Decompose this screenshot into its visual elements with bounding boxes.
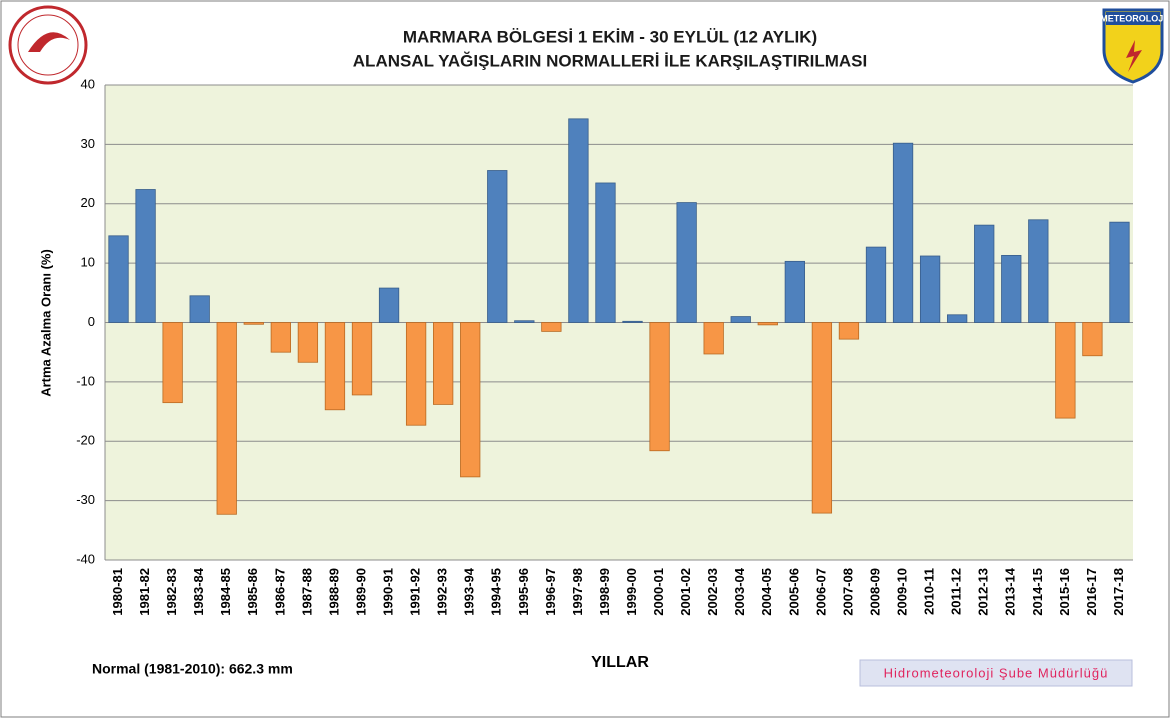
- x-tick-label: 2000-01: [651, 568, 666, 616]
- logo-left: [10, 7, 86, 83]
- x-tick-label: 1987-88: [299, 568, 314, 616]
- x-tick-label: 2009-10: [894, 568, 909, 616]
- x-tick-label: 2017-18: [1111, 568, 1126, 616]
- y-tick-label: 10: [81, 255, 95, 270]
- x-tick-label: 1996-97: [543, 568, 558, 616]
- bar: [1083, 323, 1102, 356]
- x-tick-label: 2005-06: [786, 568, 801, 616]
- bar: [163, 323, 182, 403]
- bar: [1029, 220, 1048, 323]
- x-tick-label: 2012-13: [976, 568, 991, 616]
- bar: [596, 183, 615, 323]
- y-tick-label: 40: [81, 76, 95, 91]
- bar: [433, 323, 452, 405]
- y-tick-label: 0: [88, 314, 95, 329]
- bar: [298, 323, 317, 363]
- chart-title: MARMARA BÖLGESİ 1 EKİM - 30 EYLÜL (12 AY…: [403, 27, 817, 46]
- x-tick-label: 1992-93: [435, 568, 450, 616]
- x-tick-label: 1990-91: [380, 568, 395, 616]
- bar: [460, 323, 479, 477]
- footer: Hidrometeoroloji Şube Müdürlüğü: [884, 665, 1109, 680]
- note: Normal (1981-2010): 662.3 mm: [92, 661, 293, 677]
- y-tick-label: -30: [76, 492, 95, 507]
- bar: [515, 321, 534, 323]
- x-tick-label: 2014-15: [1030, 568, 1045, 616]
- x-tick-label: 2013-14: [1003, 567, 1018, 615]
- x-tick-label: 1986-87: [272, 568, 287, 616]
- x-tick-label: 2002-03: [705, 568, 720, 616]
- bar: [569, 119, 588, 323]
- x-tick-label: 1997-98: [570, 568, 585, 616]
- bar: [866, 247, 885, 322]
- chart: METEOROLOJİ MARMARA BÖLGESİ 1 EKİM - 30 …: [0, 0, 1170, 718]
- logo-text: METEOROLOJİ: [1100, 13, 1166, 23]
- y-tick-label: 20: [81, 195, 95, 210]
- x-tick-label: 2001-02: [678, 568, 693, 616]
- bar: [379, 288, 398, 322]
- y-tick-label: -40: [76, 551, 95, 566]
- y-tick-label: -10: [76, 373, 95, 388]
- bar: [704, 323, 723, 354]
- y-tick-label: 30: [81, 136, 95, 151]
- bar: [839, 323, 858, 340]
- x-tick-label: 1989-90: [353, 568, 368, 616]
- bar: [947, 315, 966, 323]
- bar: [812, 323, 831, 514]
- bar: [758, 323, 777, 325]
- x-tick-label: 2006-07: [813, 568, 828, 616]
- bar: [785, 261, 804, 322]
- bar: [406, 323, 425, 426]
- x-tick-label: 1982-83: [164, 568, 179, 616]
- x-tick-label: 2003-04: [732, 567, 747, 615]
- bar: [1056, 323, 1075, 419]
- bar: [650, 323, 669, 451]
- x-tick-label: 1995-96: [516, 568, 531, 616]
- x-axis-title: YILLAR: [591, 654, 649, 671]
- x-tick-label: 2016-17: [1084, 568, 1099, 616]
- x-tick-label: 1994-95: [489, 568, 504, 616]
- bar: [920, 256, 939, 323]
- bar: [623, 321, 642, 322]
- bar: [190, 296, 209, 323]
- x-tick-label: 1993-94: [462, 567, 477, 615]
- x-tick-label: 1983-84: [191, 567, 206, 615]
- chart-subtitle: ALANSAL YAĞIŞLARIN NORMALLERİ İLE KARŞIL…: [353, 51, 867, 70]
- x-tick-label: 1984-85: [218, 568, 233, 616]
- bar: [271, 323, 290, 353]
- bar: [217, 323, 236, 515]
- x-tick-label: 2015-16: [1057, 568, 1072, 616]
- bar: [974, 225, 993, 322]
- y-axis-title: Artma Azalma Oranı (%): [38, 249, 53, 397]
- x-tick-label: 1991-92: [408, 568, 423, 616]
- x-tick-label: 1988-89: [326, 568, 341, 616]
- x-tick-label: 1998-99: [597, 568, 612, 616]
- bar: [109, 236, 128, 323]
- bar: [731, 317, 750, 323]
- x-tick-label: 1981-82: [137, 568, 152, 616]
- x-tick-label: 2004-05: [759, 568, 774, 616]
- bar: [352, 323, 371, 395]
- x-tick-label: 1980-81: [110, 568, 125, 616]
- bar: [488, 171, 507, 323]
- bar: [677, 203, 696, 323]
- x-tick-label: 2007-08: [840, 568, 855, 616]
- x-tick-label: 1999-00: [624, 568, 639, 616]
- bar: [893, 143, 912, 322]
- bar: [244, 323, 263, 325]
- bar: [1110, 222, 1129, 322]
- bar: [325, 323, 344, 410]
- x-tick-label: 2008-09: [867, 568, 882, 616]
- bar: [136, 190, 155, 323]
- x-tick-label: 1985-86: [245, 568, 260, 616]
- x-tick-label: 2010-11: [922, 568, 937, 615]
- y-tick-label: -20: [76, 433, 95, 448]
- x-tick-label: 2011-12: [949, 568, 964, 615]
- bar: [542, 323, 561, 332]
- bar: [1002, 255, 1021, 322]
